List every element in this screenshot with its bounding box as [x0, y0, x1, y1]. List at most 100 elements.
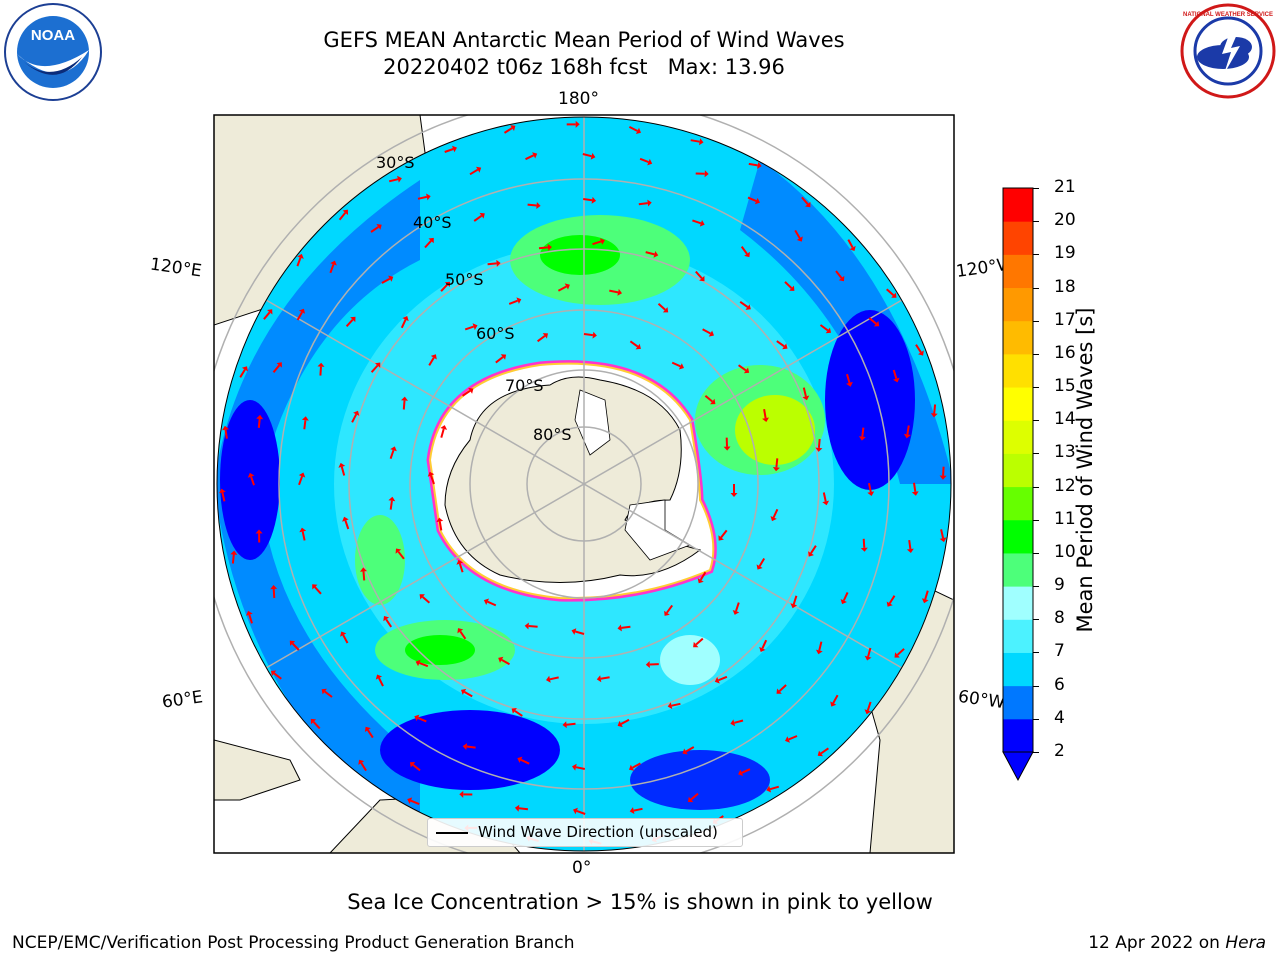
period-peak-indian [405, 635, 475, 665]
wind-wave-arrow-shaft [417, 716, 427, 723]
wind-wave-arrow-shaft [835, 270, 843, 279]
wind-wave-arrow-head [376, 224, 382, 230]
wind-wave-arrow-head [817, 750, 823, 757]
wind-wave-arrow-shaft [424, 240, 432, 249]
wind-wave-arrow-shaft [388, 178, 399, 183]
wind-wave-arrow-head [838, 275, 845, 282]
wind-wave-arrow-head [255, 529, 263, 534]
wind-wave-arrow-head [645, 661, 650, 668]
wind-wave-arrow-head [301, 416, 309, 421]
wind-wave-arrow-head [710, 398, 716, 405]
wind-wave-arrow-shaft [718, 675, 728, 682]
wind-wave-arrow-shaft [657, 303, 666, 311]
colorbar-tick-mark [1033, 353, 1039, 355]
colorbar-band [1003, 486, 1033, 521]
wind-wave-arrow-shaft [462, 389, 471, 397]
wind-wave-arrow-shaft [866, 701, 872, 711]
wind-wave-arrow-shaft [695, 637, 704, 646]
lon-label-bottom: 0° [572, 858, 592, 878]
wind-wave-arrow-shaft [583, 198, 593, 202]
wind-wave-arrow-shaft [702, 328, 711, 335]
wind-wave-arrow-shaft [444, 148, 454, 153]
wind-wave-arrow-shaft [319, 366, 322, 376]
wind-wave-arrow-head [500, 354, 507, 360]
wind-wave-arrow-head [498, 656, 504, 663]
colorbar-band [1003, 221, 1033, 255]
wind-wave-arrow-head [849, 245, 856, 251]
wind-wave-arrow-shaft [699, 571, 707, 581]
wind-wave-arrow-shaft [430, 475, 435, 485]
lat-label-40s: 40°S [413, 213, 452, 232]
wind-wave-arrow-shaft [933, 404, 937, 414]
wind-wave-arrow-head [647, 199, 652, 207]
wind-wave-arrow-head [697, 578, 704, 584]
wind-wave-arrow-head [805, 201, 811, 208]
wind-wave-arrow-head [600, 238, 605, 245]
colorbar-tick-label: 13 [1054, 442, 1076, 463]
wind-wave-arrow-shaft [867, 647, 872, 657]
wind-wave-arrow-shaft [846, 373, 851, 384]
wind-wave-arrow-shaft [342, 634, 349, 644]
wind-wave-arrow-shaft [463, 691, 473, 698]
wind-wave-arrow-head [743, 367, 750, 374]
wind-wave-arrow-head [647, 158, 653, 166]
wind-wave-arrow-head [241, 366, 248, 372]
wind-wave-arrow-head [496, 259, 501, 267]
wind-wave-arrow-shaft [822, 492, 827, 502]
chart-subtitle: 20220402 t06z 168h fcst Max: 13.96 [383, 55, 785, 79]
wind-wave-arrow-head [678, 363, 684, 370]
wind-wave-arrow-shaft [769, 785, 780, 791]
wind-wave-arrow-head [256, 414, 264, 420]
colorbar-band [1003, 619, 1033, 653]
footer-date-text: 12 Apr 2022 on [1088, 933, 1220, 953]
wind-wave-arrow-shaft [464, 325, 475, 331]
wind-wave-arrow-head [358, 759, 365, 765]
wind-wave-arrow-head [542, 333, 548, 339]
wind-wave-arrow-shaft [868, 483, 872, 493]
wind-wave-arrow-shaft [738, 364, 747, 372]
wind-wave-arrow-shaft [291, 642, 300, 651]
wind-wave-arrow-head [699, 138, 704, 146]
wind-wave-arrow-shaft [761, 639, 768, 649]
wind-wave-arrow-head [409, 762, 416, 768]
wind-wave-arrow-shaft [381, 277, 391, 284]
wind-wave-arrow-head [401, 396, 408, 401]
wind-wave-arrow-head [860, 547, 868, 552]
colorbar-extend-arrow [1002, 751, 1034, 782]
wind-wave-arrow-head [246, 610, 253, 616]
colorbar-tick-label: 4 [1054, 707, 1065, 728]
wind-wave-arrow-head [407, 797, 413, 804]
wind-wave-arrow-head [472, 323, 478, 330]
wind-wave-arrow-shaft [671, 702, 681, 707]
wind-wave-arrow-head [918, 350, 924, 356]
colorbar-tick-label: 15 [1054, 376, 1076, 397]
map-boundary [216, 116, 952, 852]
colorbar-tick-mark [1033, 652, 1039, 654]
wind-wave-arrow-shaft [886, 288, 895, 296]
wind-wave-arrow-head [564, 283, 570, 290]
wind-wave-arrow-shaft [775, 458, 779, 468]
wind-wave-arrow-shaft [473, 214, 483, 222]
wind-wave-arrow-head [867, 491, 875, 496]
wind-wave-arrow-head [222, 425, 229, 431]
wind-wave-arrow-shaft [301, 531, 306, 541]
wind-wave-arrow-shaft [417, 195, 428, 200]
wind-wave-arrow-shaft [913, 482, 917, 492]
wind-wave-arrow-shaft [847, 239, 854, 248]
wind-wave-arrow-shaft [772, 508, 779, 518]
wind-wave-arrow-head [738, 769, 744, 776]
wind-wave-arrow-shaft [514, 710, 523, 717]
wind-wave-arrow-head [267, 309, 273, 315]
wind-wave-arrow-shaft [250, 476, 255, 486]
wind-wave-arrow-head [635, 343, 641, 350]
wind-wave-arrow-shaft [419, 662, 429, 668]
wind-wave-arrow-shaft [351, 413, 358, 423]
wind-wave-arrow-head [815, 649, 823, 655]
wind-wave-arrow-head [440, 425, 448, 430]
wind-wave-arrow-shaft [620, 718, 630, 725]
colorbar-tick-mark [1033, 254, 1039, 256]
wind-wave-arrow-shaft [740, 246, 748, 255]
wind-wave-arrow-head [590, 152, 596, 160]
wind-wave-arrow-shaft [704, 395, 713, 403]
